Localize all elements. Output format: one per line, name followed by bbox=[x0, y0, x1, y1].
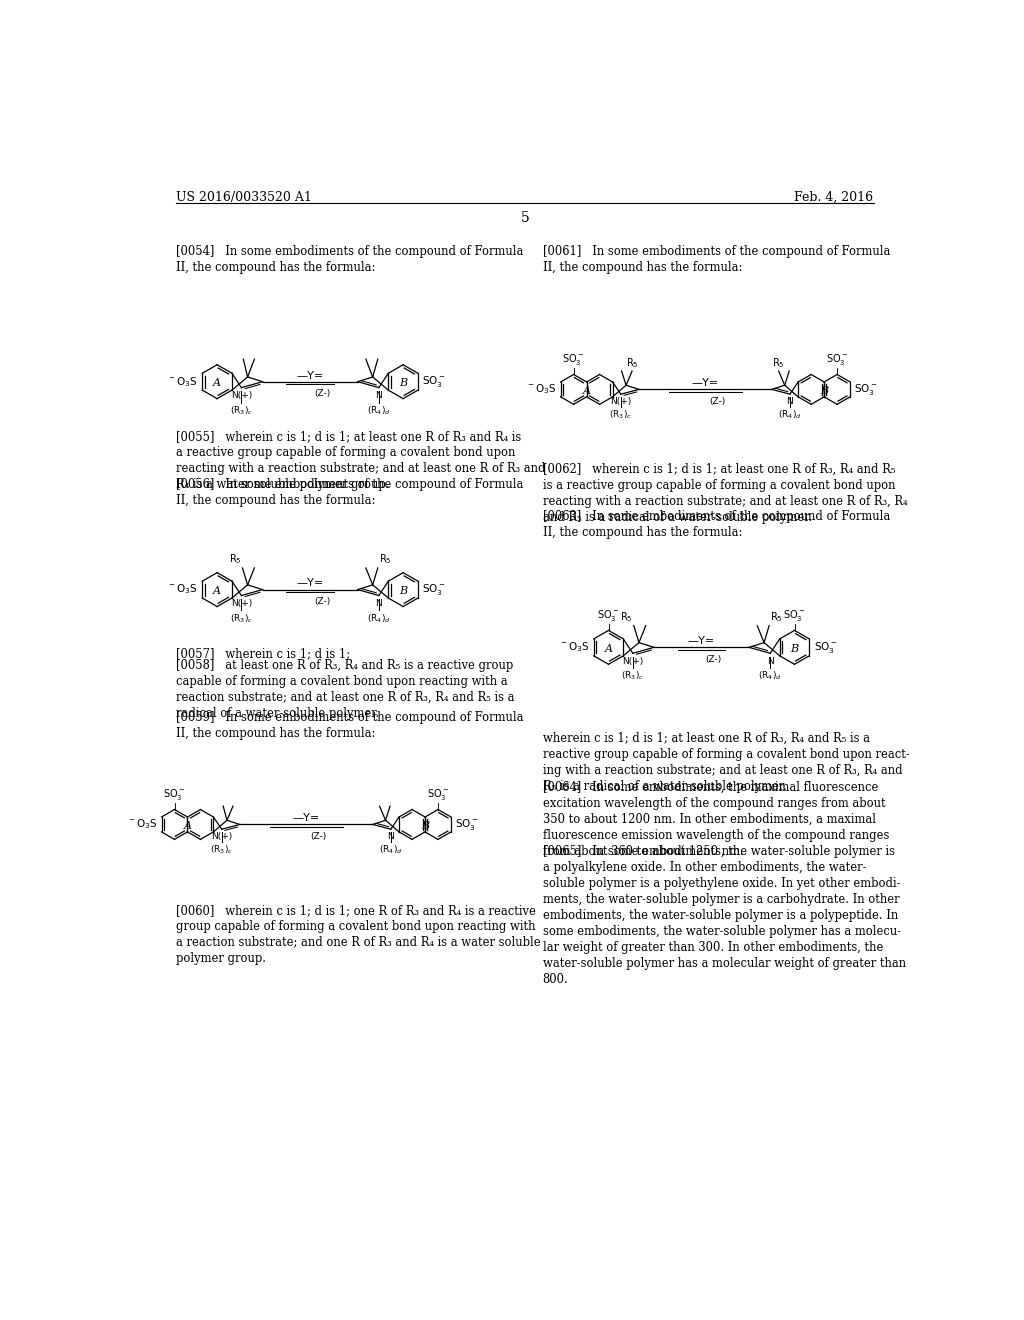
Text: SO$_3^-$: SO$_3^-$ bbox=[164, 787, 185, 801]
Text: SO$_3^-$: SO$_3^-$ bbox=[826, 352, 848, 367]
Text: (Z-): (Z-) bbox=[706, 655, 722, 664]
Text: N(+): N(+) bbox=[211, 833, 232, 841]
Text: B: B bbox=[820, 385, 828, 396]
Text: (R$_4$)$_d$: (R$_4$)$_d$ bbox=[367, 404, 391, 417]
Text: SO$_3^-$: SO$_3^-$ bbox=[783, 607, 806, 623]
Text: R$_5$: R$_5$ bbox=[772, 356, 784, 370]
Text: B: B bbox=[399, 586, 408, 597]
Text: $^-$O$_3$S: $^-$O$_3$S bbox=[167, 375, 198, 388]
Text: —Y=: —Y= bbox=[297, 578, 324, 589]
Text: N: N bbox=[376, 599, 382, 609]
Text: [0056]   In some embodiments of the compound of Formula
II, the compound has the: [0056] In some embodiments of the compou… bbox=[176, 478, 523, 507]
Text: SO$_3^-$: SO$_3^-$ bbox=[423, 582, 446, 597]
Text: $^-$O$_3$S: $^-$O$_3$S bbox=[167, 582, 198, 597]
Text: A: A bbox=[213, 586, 221, 597]
Text: [0065]   In some embodiments, the water-soluble polymer is
a polyalkylene oxide.: [0065] In some embodiments, the water-so… bbox=[543, 845, 906, 986]
Text: (R$_3$)$_c$: (R$_3$)$_c$ bbox=[229, 404, 253, 417]
Text: (Z-): (Z-) bbox=[310, 832, 327, 841]
Text: (Z-): (Z-) bbox=[314, 597, 331, 606]
Text: A: A bbox=[583, 385, 591, 396]
Text: —Y=: —Y= bbox=[293, 813, 319, 824]
Text: US 2016/0033520 A1: US 2016/0033520 A1 bbox=[176, 190, 312, 203]
Text: SO$_3^-$: SO$_3^-$ bbox=[562, 352, 585, 367]
Text: [0057]   wherein c is 1; d is 1;: [0057] wherein c is 1; d is 1; bbox=[176, 647, 350, 660]
Text: (R$_4$)$_d$: (R$_4$)$_d$ bbox=[759, 669, 782, 682]
Text: R$_5$: R$_5$ bbox=[626, 356, 639, 370]
Text: (R$_3$)$_c$: (R$_3$)$_c$ bbox=[210, 843, 233, 857]
Text: N(+): N(+) bbox=[623, 657, 643, 667]
Text: (R$_4$)$_d$: (R$_4$)$_d$ bbox=[778, 409, 802, 421]
Text: N: N bbox=[387, 833, 394, 841]
Text: (Z-): (Z-) bbox=[314, 389, 331, 399]
Text: $^-$O$_3$S: $^-$O$_3$S bbox=[127, 817, 157, 832]
Text: N: N bbox=[767, 657, 773, 667]
Text: SO$_3^-$: SO$_3^-$ bbox=[597, 607, 620, 623]
Text: (R$_3$)$_c$: (R$_3$)$_c$ bbox=[229, 612, 253, 624]
Text: wherein c is 1; d is 1; at least one R of R₃, R₄ and R₅ is a
reactive group capa: wherein c is 1; d is 1; at least one R o… bbox=[543, 733, 909, 793]
Text: N: N bbox=[376, 391, 382, 400]
Text: R$_5$: R$_5$ bbox=[770, 610, 782, 624]
Text: N(+): N(+) bbox=[230, 391, 252, 400]
Text: 5: 5 bbox=[520, 211, 529, 224]
Text: [0062]   wherein c is 1; d is 1; at least one R of R₃, R₄ and R₅
is a reactive g: [0062] wherein c is 1; d is 1; at least … bbox=[543, 462, 907, 524]
Text: —Y=: —Y= bbox=[692, 379, 719, 388]
Text: (R$_3$)$_c$: (R$_3$)$_c$ bbox=[622, 669, 644, 682]
Text: [0055]   wherein c is 1; d is 1; at least one R of R₃ and R₄ is
a reactive group: [0055] wherein c is 1; d is 1; at least … bbox=[176, 430, 546, 491]
Text: SO$_3^-$: SO$_3^-$ bbox=[456, 817, 479, 832]
Text: [0061]   In some embodiments of the compound of Formula
II, the compound has the: [0061] In some embodiments of the compou… bbox=[543, 246, 890, 275]
Text: SO$_3^-$: SO$_3^-$ bbox=[854, 381, 878, 397]
Text: [0063]   In some embodiments of the compound of Formula
II, the compound has the: [0063] In some embodiments of the compou… bbox=[543, 511, 890, 540]
Text: B: B bbox=[421, 821, 429, 832]
Text: [0058]   at least one R of R₃, R₄ and R₅ is a reactive group
capable of forming : [0058] at least one R of R₃, R₄ and R₅ i… bbox=[176, 659, 514, 719]
Text: SO$_3^-$: SO$_3^-$ bbox=[427, 787, 450, 801]
Text: A: A bbox=[183, 821, 191, 832]
Text: (R$_4$)$_d$: (R$_4$)$_d$ bbox=[379, 843, 402, 857]
Text: N(+): N(+) bbox=[610, 397, 632, 407]
Text: R$_5$: R$_5$ bbox=[229, 553, 242, 566]
Text: A: A bbox=[213, 379, 221, 388]
Text: [0060]   wherein c is 1; d is 1; one R of R₃ and R₄ is a reactive
group capable : [0060] wherein c is 1; d is 1; one R of … bbox=[176, 904, 541, 965]
Text: R$_5$: R$_5$ bbox=[621, 610, 633, 624]
Text: SO$_3^-$: SO$_3^-$ bbox=[423, 374, 446, 389]
Text: B: B bbox=[791, 644, 799, 653]
Text: (R$_4$)$_d$: (R$_4$)$_d$ bbox=[367, 612, 391, 624]
Text: (Z-): (Z-) bbox=[710, 397, 725, 407]
Text: Feb. 4, 2016: Feb. 4, 2016 bbox=[795, 190, 873, 203]
Text: A: A bbox=[604, 644, 612, 653]
Text: [0059]   In some embodiments of the compound of Formula
II, the compound has the: [0059] In some embodiments of the compou… bbox=[176, 711, 523, 741]
Text: —Y=: —Y= bbox=[688, 636, 715, 647]
Text: R$_5$: R$_5$ bbox=[379, 553, 391, 566]
Text: N(+): N(+) bbox=[230, 599, 252, 609]
Text: $^-$O$_3$S: $^-$O$_3$S bbox=[559, 640, 589, 655]
Text: SO$_3^-$: SO$_3^-$ bbox=[814, 640, 838, 655]
Text: N: N bbox=[786, 397, 794, 407]
Text: [0054]   In some embodiments of the compound of Formula
II, the compound has the: [0054] In some embodiments of the compou… bbox=[176, 246, 523, 275]
Text: B: B bbox=[399, 379, 408, 388]
Text: —Y=: —Y= bbox=[297, 371, 324, 380]
Text: $^-$O$_3$S: $^-$O$_3$S bbox=[525, 383, 556, 396]
Text: [0064]   In some embodiments, the maximal fluorescence
excitation wavelength of : [0064] In some embodiments, the maximal … bbox=[543, 780, 889, 858]
Text: (R$_3$)$_c$: (R$_3$)$_c$ bbox=[609, 409, 633, 421]
